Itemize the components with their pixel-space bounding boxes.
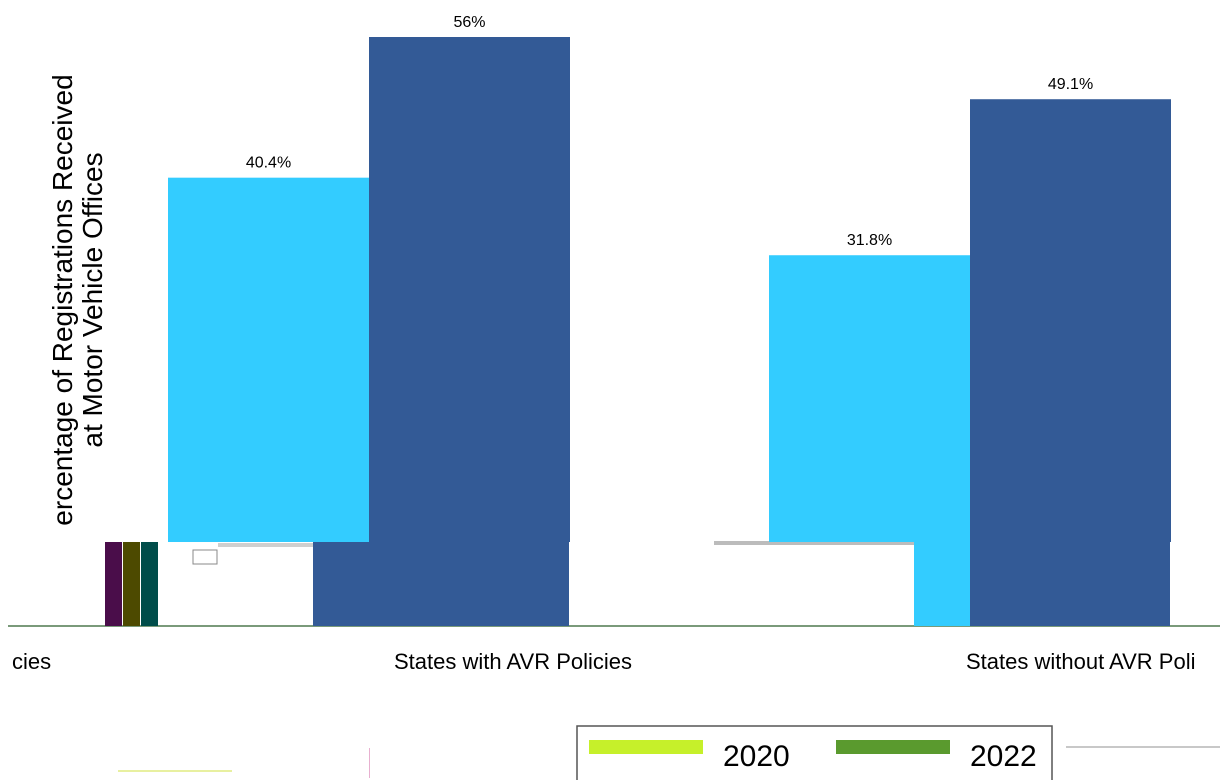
- category-label: States with AVR Policies: [394, 649, 632, 674]
- bar: [168, 177, 369, 542]
- category-labels: cies States with AVR Policies States witho…: [12, 649, 1196, 674]
- bar: [769, 255, 970, 542]
- data-label: 49.1%: [1048, 76, 1093, 93]
- artifact-axis-line: [8, 625, 1220, 627]
- artifact-thin-bar: [105, 542, 122, 626]
- bar: [970, 99, 1171, 543]
- data-label: 40.4%: [246, 155, 291, 172]
- legend-swatch: [836, 740, 950, 754]
- legend-swatch: [589, 740, 703, 754]
- artifact-small-icon: [192, 549, 218, 565]
- data-labels: 40.4% 31.8% 56% 49.1%: [246, 14, 1093, 249]
- artifact-thin-bar: [123, 542, 140, 626]
- artifact-dark-bar-2: [970, 542, 1170, 626]
- data-label: 56%: [453, 14, 485, 31]
- legend-label: 2022: [970, 740, 1037, 773]
- y-axis-label-line-2: at Motor Vehicle Offices: [77, 152, 108, 448]
- bar: [369, 37, 570, 542]
- artifact-thin-bar: [141, 542, 158, 626]
- artifact-gray-line-2: [218, 543, 313, 547]
- background-artifacts: [8, 541, 1220, 778]
- artifact-faint-line-2: [1066, 746, 1220, 748]
- artifact-gray-line: [714, 541, 914, 545]
- legend-label: 2020: [723, 740, 790, 773]
- bars: [168, 37, 1171, 543]
- category-label: States without AVR Poli: [966, 649, 1196, 674]
- category-label: cies: [12, 649, 51, 674]
- artifact-faint-tick: [369, 748, 370, 778]
- artifact-light-bar: [914, 542, 970, 626]
- y-axis-label-line-1: ercentage of Registrations Received: [47, 74, 78, 526]
- artifact-faint-line: [118, 770, 232, 772]
- legend: 2020 2022: [576, 725, 1053, 780]
- artifact-dark-bar: [313, 542, 569, 626]
- data-label: 31.8%: [847, 232, 892, 249]
